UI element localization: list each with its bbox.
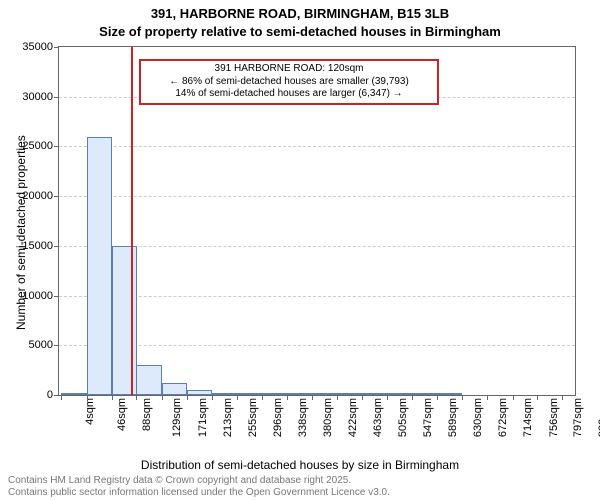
histogram-bar — [87, 137, 112, 396]
x-tick-label: 129sqm — [172, 398, 184, 437]
x-tick-label: 547sqm — [422, 398, 434, 437]
x-tick-mark — [262, 395, 263, 400]
callout-box: 391 HARBORNE ROAD: 120sqm← 86% of semi-d… — [139, 59, 439, 105]
y-tick-label: 5000 — [29, 339, 59, 351]
histogram-bar — [237, 393, 262, 395]
histogram-bar — [437, 393, 462, 395]
chart-container: 391, HARBORNE ROAD, BIRMINGHAM, B15 3LB … — [0, 0, 600, 500]
y-tick-label: 10000 — [22, 290, 59, 302]
y-gridline — [59, 196, 575, 197]
x-tick-mark — [136, 395, 137, 400]
footnote-line2: Contains public sector information licen… — [8, 487, 592, 499]
chart-title-line2: Size of property relative to semi-detach… — [0, 24, 600, 39]
x-tick-mark — [61, 395, 62, 400]
x-tick-label: 589sqm — [448, 398, 460, 437]
histogram-bar — [61, 393, 86, 395]
x-tick-mark — [112, 395, 113, 400]
x-tick-mark — [562, 395, 563, 400]
x-tick-mark — [212, 395, 213, 400]
histogram-bar — [212, 393, 237, 395]
x-tick-mark — [337, 395, 338, 400]
footnote: Contains HM Land Registry data © Crown c… — [8, 475, 592, 498]
x-tick-mark — [437, 395, 438, 400]
histogram-bar — [136, 365, 161, 395]
histogram-bar — [262, 393, 287, 395]
x-tick-mark — [187, 395, 188, 400]
x-tick-label: 255sqm — [247, 398, 259, 437]
x-tick-label: 213sqm — [222, 398, 234, 437]
histogram-bar — [162, 383, 187, 395]
histogram-bar — [412, 393, 437, 395]
x-tick-label: 463sqm — [372, 398, 384, 437]
x-tick-mark — [513, 395, 514, 400]
x-tick-mark — [362, 395, 363, 400]
histogram-bar — [187, 390, 212, 395]
histogram-bar — [337, 393, 362, 395]
x-tick-label: 797sqm — [572, 398, 584, 437]
x-axis-label: Distribution of semi-detached houses by … — [0, 458, 600, 472]
x-tick-mark — [312, 395, 313, 400]
marker-line — [131, 47, 133, 395]
x-tick-mark — [537, 395, 538, 400]
x-tick-mark — [387, 395, 388, 400]
y-tick-label: 35000 — [22, 41, 59, 53]
y-tick-label: 30000 — [22, 91, 59, 103]
x-tick-label: 422sqm — [347, 398, 359, 437]
x-tick-label: 46sqm — [116, 398, 128, 431]
callout-line1: 391 HARBORNE ROAD: 120sqm — [145, 63, 433, 76]
y-gridline — [59, 146, 575, 147]
x-tick-label: 4sqm — [84, 398, 96, 425]
x-tick-mark — [412, 395, 413, 400]
x-tick-mark — [487, 395, 488, 400]
x-tick-label: 380sqm — [322, 398, 334, 437]
x-tick-mark — [87, 395, 88, 400]
histogram-bar — [312, 393, 337, 395]
y-tick-label: 20000 — [22, 190, 59, 202]
chart-title-line1: 391, HARBORNE ROAD, BIRMINGHAM, B15 3LB — [0, 6, 600, 21]
callout-line3: 14% of semi-detached houses are larger (… — [145, 88, 433, 101]
histogram-bar — [287, 393, 312, 395]
y-tick-label: 25000 — [22, 140, 59, 152]
x-tick-label: 714sqm — [523, 398, 535, 437]
x-tick-label: 672sqm — [497, 398, 509, 437]
footnote-line1: Contains HM Land Registry data © Crown c… — [8, 475, 592, 487]
x-tick-mark — [462, 395, 463, 400]
x-tick-label: 171sqm — [197, 398, 209, 437]
x-tick-mark — [162, 395, 163, 400]
histogram-bar — [112, 246, 137, 395]
histogram-bar — [387, 393, 412, 395]
x-tick-label: 296sqm — [272, 398, 284, 437]
callout-line2: ← 86% of semi-detached houses are smalle… — [145, 76, 433, 89]
x-tick-label: 88sqm — [141, 398, 153, 431]
x-tick-mark — [287, 395, 288, 400]
plot-area: 050001000015000200002500030000350004sqm4… — [58, 46, 576, 396]
histogram-bar — [362, 393, 387, 395]
x-tick-label: 505sqm — [397, 398, 409, 437]
x-tick-label: 630sqm — [472, 398, 484, 437]
x-tick-label: 756sqm — [548, 398, 560, 437]
y-tick-label: 0 — [47, 389, 59, 401]
y-tick-label: 15000 — [22, 240, 59, 252]
x-tick-mark — [237, 395, 238, 400]
x-tick-label: 338sqm — [297, 398, 309, 437]
